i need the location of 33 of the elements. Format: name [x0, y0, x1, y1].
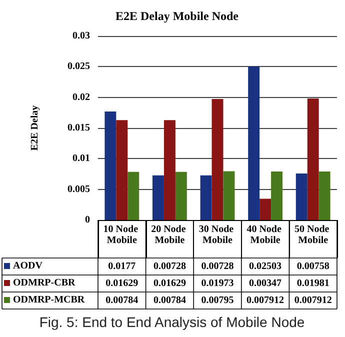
x-tick-label: 50 Node Mobile	[294, 224, 332, 246]
y-tick-label: 0.03	[72, 30, 90, 42]
data-label: 0.01629	[153, 278, 186, 289]
y-tick-label: 0.005	[68, 184, 90, 195]
data-label: 0.007912	[294, 295, 332, 306]
x-tick-label: 10 Node Mobile	[103, 224, 141, 246]
y-tick-label: 0.025	[68, 61, 90, 72]
data-label: 0.00758	[296, 261, 330, 272]
data-label: 0.00784	[153, 295, 186, 306]
y-tick-label: 0.01	[72, 153, 90, 164]
legend-label: ODMRP-CBR	[13, 278, 76, 288]
data-label: 0.00728	[201, 261, 234, 272]
data-label: 0.01629	[106, 278, 138, 289]
y-tick-label: 0.02	[72, 92, 90, 103]
y-tick-label: 0	[85, 214, 90, 226]
data-label: 0.00784	[106, 295, 138, 306]
data-label: 0.00347	[249, 278, 282, 289]
y-axis-title: E2E Delay	[30, 105, 40, 151]
x-tick-label: 30 Node Mobile	[198, 224, 236, 246]
caption: Fig. 5: End to End Analysis of Mobile Node	[39, 314, 305, 330]
x-tick-label: 40 Node Mobile	[246, 224, 284, 246]
data-label: 0.01973	[201, 278, 234, 289]
data-label: 0.007912	[246, 295, 284, 306]
data-label: 0.00795	[201, 295, 234, 306]
y-tick-label: 0.015	[68, 122, 90, 134]
chart-title: E2E Delay Mobile Node	[116, 9, 240, 23]
data-label: 0.00728	[153, 261, 186, 272]
data-label: 0.01981	[296, 278, 330, 289]
legend-label: AODV	[13, 260, 44, 272]
data-label: 0.0177	[108, 261, 136, 272]
data-label: 0.02503	[249, 261, 282, 272]
legend-label: ODMRP-MCBR	[13, 294, 86, 306]
x-tick-label: 20 Node Mobile	[151, 224, 188, 246]
